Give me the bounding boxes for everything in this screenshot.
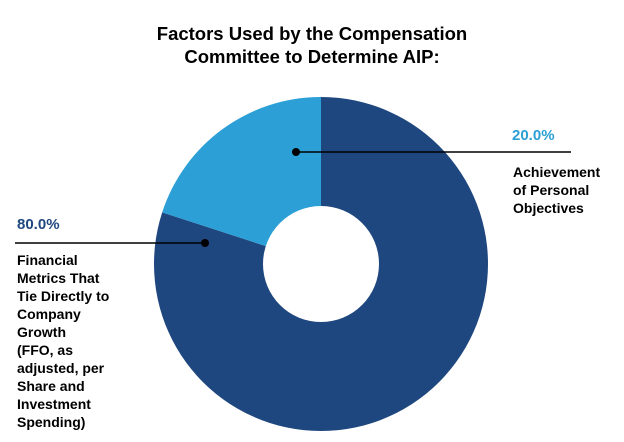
chart-title: Factors Used by the Compensation Committ… xyxy=(0,22,624,68)
category-label-financial-line-2: Metrics That xyxy=(17,270,100,286)
value-label-personal: 20.0% xyxy=(512,127,555,144)
category-label-financial-line-5: Growth xyxy=(17,324,66,340)
category-label-financial-line-8: Share and xyxy=(17,378,85,394)
category-label-financial-line-7: adjusted, per xyxy=(17,360,105,376)
category-label-personal-line-1: Achievement xyxy=(513,164,601,180)
leader-dot-financial xyxy=(201,239,209,247)
category-label-financial-line-4: Company xyxy=(17,306,81,322)
category-label-personal-line-2: of Personal xyxy=(513,182,590,198)
category-label-financial-line-1: Financial xyxy=(17,252,78,268)
category-label-financial: Financial Metrics That Tie Directly to C… xyxy=(17,251,109,431)
value-label-financial: 80.0% xyxy=(17,216,60,233)
category-label-personal-line-3: Objectives xyxy=(513,200,584,216)
category-label-financial-line-3: Tie Directly to xyxy=(17,288,110,304)
category-label-financial-line-9: Investment xyxy=(17,396,91,412)
category-label-personal: Achievement of Personal Objectives xyxy=(513,163,600,217)
chart-title-line-1: Factors Used by the Compensation xyxy=(156,23,468,44)
chart-title-line-2: Committee to Determine AIP: xyxy=(184,46,440,67)
category-label-financial-line-6: (FFO, as xyxy=(17,342,74,358)
leader-dot-personal xyxy=(292,148,300,156)
category-label-financial-line-10: Spending) xyxy=(17,414,86,430)
donut-hole xyxy=(263,206,379,322)
